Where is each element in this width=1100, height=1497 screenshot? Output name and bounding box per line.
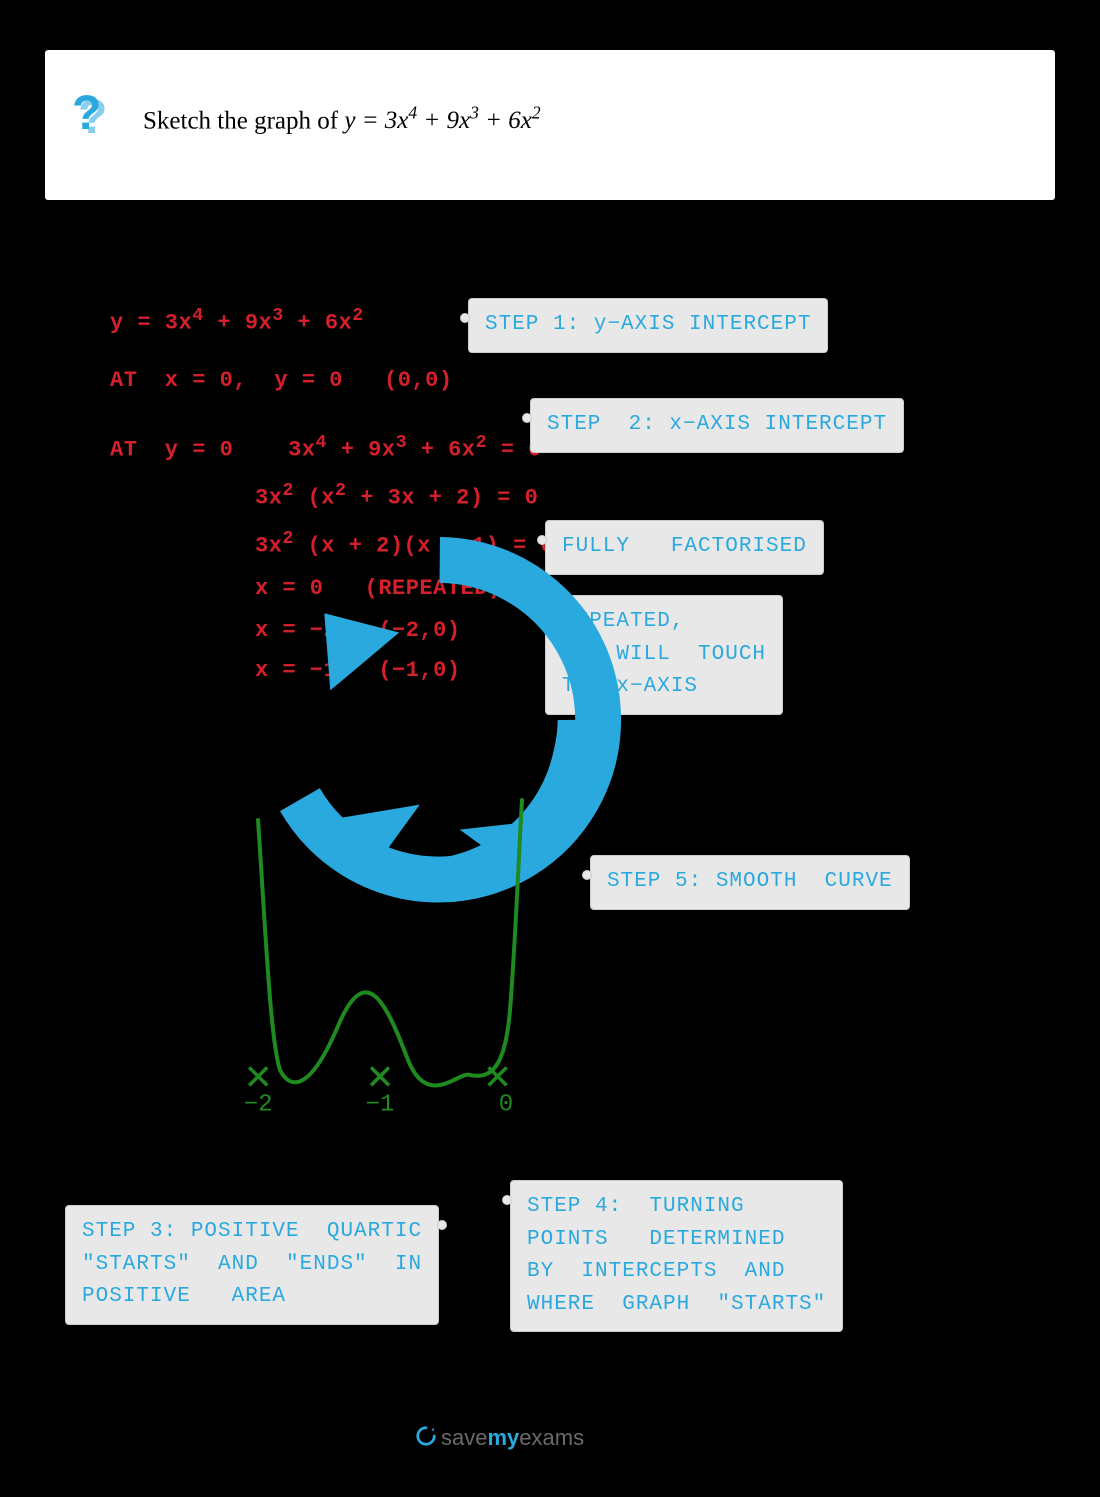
annotation-tag: STEP 3: POSITIVE QUARTIC "STARTS" AND "E… xyxy=(65,1205,439,1325)
footer-text-3: exams xyxy=(519,1425,584,1450)
svg-text:0: 0 xyxy=(499,1091,513,1118)
annotation-tag: STEP 2: x−AXIS INTERCEPT xyxy=(530,398,904,453)
annotation-tag: STEP 5: SMOOTH CURVE xyxy=(590,855,910,910)
svg-text:−2: −2 xyxy=(244,1091,273,1118)
annotation-tag: REPEATED, SO WILL TOUCH THE x−AXIS xyxy=(545,595,783,715)
annotation-tag: FULLY FACTORISED xyxy=(545,520,824,575)
working-line: 3x2 (x + 2)(x + 1) = 0 xyxy=(255,528,554,558)
working-line: y = 3x4 + 9x3 + 6x2 xyxy=(110,305,364,335)
footer-brand: savemyexams xyxy=(415,1425,584,1453)
working-line: x = −2 (−2,0) xyxy=(255,618,461,643)
footer-swirl-icon xyxy=(415,1425,437,1453)
question-text: Sketch the graph of y = 3x4 + 9x3 + 6x2 xyxy=(143,103,541,135)
footer-text-2: my xyxy=(487,1425,519,1450)
working-line: AT x = 0, y = 0 (0,0) xyxy=(110,368,453,393)
working-line: 3x2 (x2 + 3x + 2) = 0 xyxy=(255,480,538,510)
footer-text-1: save xyxy=(441,1425,487,1450)
question-card: ? ? Sketch the graph of y = 3x4 + 9x3 + … xyxy=(45,50,1055,200)
annotation-tag: STEP 4: TURNING POINTS DETERMINED BY INT… xyxy=(510,1180,843,1332)
working-line: x = 0 (REPEATED) xyxy=(255,576,502,601)
working-line: x = −1 (−1,0) xyxy=(255,658,461,683)
working-line: AT y = 0 3x4 + 9x3 + 6x2 = 0 xyxy=(110,432,542,462)
graph-sketch: −2 −1 0 xyxy=(170,780,590,1160)
svg-text:−1: −1 xyxy=(366,1091,395,1118)
annotation-tag: STEP 1: y−AXIS INTERCEPT xyxy=(468,298,828,353)
